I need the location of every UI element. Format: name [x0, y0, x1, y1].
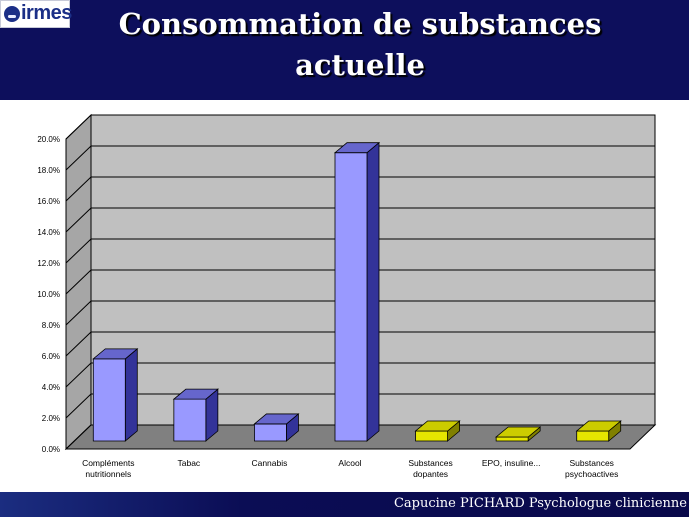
gridline: [65, 393, 655, 419]
bar: [334, 152, 368, 442]
x-tick-label: Compléments nutritionnels: [82, 458, 134, 479]
gridline: [65, 269, 655, 295]
x-tick-label-line: Substances: [570, 458, 614, 468]
y-tick-label: 10.0%: [37, 290, 60, 299]
bar-side: [366, 141, 380, 442]
footer-author: Capucine PICHARD Psychologue clinicienne: [393, 496, 687, 511]
bar: [415, 430, 448, 442]
x-tick-label-line: EPO, insuline...: [482, 458, 541, 468]
bar: [576, 430, 610, 442]
bar: [495, 436, 529, 442]
x-tick-label: Substances dopantes: [408, 458, 452, 479]
x-tick-label-line: dopantes: [413, 469, 448, 479]
y-tick-label: 4.0%: [42, 383, 60, 392]
title-line-2: actuelle: [295, 48, 425, 82]
x-tick-label: Tabac: [178, 458, 201, 468]
y-tick-label: 6.0%: [42, 352, 60, 361]
x-tick-label-line: nutritionnels: [85, 469, 131, 479]
slide-footer: Capucine PICHARD Psychologue clinicienne: [0, 492, 689, 517]
irmes-logo: irmes: [0, 0, 72, 28]
slide-header: irmes Consommation de substances actuell…: [0, 0, 689, 100]
y-tick-label: 20.0%: [37, 135, 60, 144]
bar-top: [92, 348, 139, 360]
x-tick-label-line: Tabac: [178, 458, 201, 468]
x-tick-label-line: Cannabis: [251, 458, 287, 468]
y-tick-label: 12.0%: [37, 259, 60, 268]
gridline: [65, 331, 655, 357]
bar-chart: 0.0% 2.0% 4.0% 6.0% 8.0% 10.0% 12.0% 14.0% 16.0%…: [37, 113, 657, 479]
bar-top: [172, 388, 219, 400]
x-tick-label-line: Compléments: [82, 458, 134, 468]
bar: [254, 423, 287, 442]
gridline: [65, 176, 655, 202]
bar-top: [575, 420, 622, 432]
y-tick-label: 16.0%: [37, 197, 60, 206]
x-tick-label: Cannabis: [251, 458, 287, 468]
gridline: [65, 207, 655, 233]
logo-text: irmes: [21, 2, 72, 24]
y-tick-label: 0.0%: [42, 445, 60, 454]
title-line-1: Consommation de substances: [118, 7, 602, 41]
gridline: [65, 300, 655, 326]
slide-title: Consommation de substances actuelle: [60, 4, 660, 86]
y-tick-label: 14.0%: [37, 228, 60, 237]
bar-top: [333, 142, 381, 154]
x-tick-label: Alcool: [338, 458, 361, 468]
bar-side: [124, 347, 138, 442]
gridline: [65, 238, 655, 264]
globe-icon: [4, 6, 20, 22]
bar-top: [253, 413, 300, 425]
bar: [92, 358, 126, 442]
gridline: [65, 362, 655, 388]
y-tick-label: 18.0%: [37, 166, 60, 175]
x-tick-label-line: Substances: [408, 458, 452, 468]
gridline: [65, 114, 655, 140]
gridline: [65, 424, 655, 450]
bar: [173, 398, 207, 442]
y-tick-label: 8.0%: [42, 321, 60, 330]
x-tick-label-line: Alcool: [338, 458, 361, 468]
x-tick-label: EPO, insuline...: [482, 458, 541, 468]
gridline: [65, 145, 655, 171]
bar-top: [495, 426, 542, 438]
bar-top: [414, 420, 461, 432]
y-tick-label: 2.0%: [42, 414, 60, 423]
x-tick-label-line: psychoactives: [565, 469, 618, 479]
x-tick-label: Substances psychoactives: [565, 458, 618, 479]
